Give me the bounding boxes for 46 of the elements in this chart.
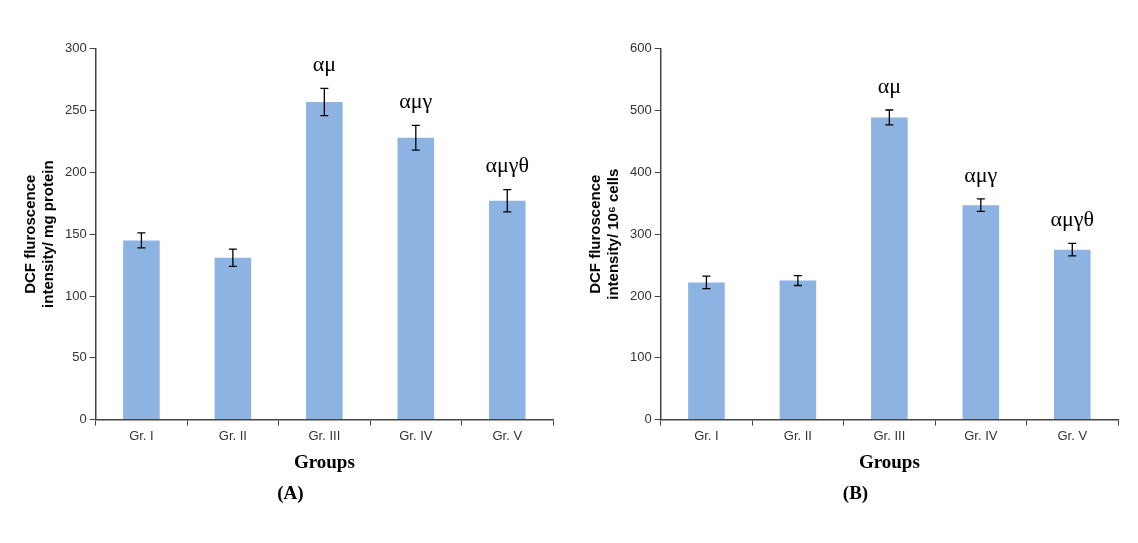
x-tick-label: Gr. IV bbox=[399, 427, 433, 443]
bar bbox=[123, 240, 160, 420]
y-tick-label: 300 bbox=[64, 40, 87, 56]
text: (B) bbox=[842, 482, 869, 504]
annotation: αμγ bbox=[399, 88, 433, 114]
bar bbox=[871, 117, 908, 420]
y-tick-label: 0 bbox=[79, 411, 87, 427]
x-tick-label: Gr. III bbox=[308, 427, 341, 443]
y-tick-label: 600 bbox=[629, 40, 652, 56]
x-tick-label: Gr. V bbox=[492, 427, 523, 443]
x-tick-label: Gr. III bbox=[873, 427, 906, 443]
bar bbox=[397, 137, 435, 420]
bar bbox=[1053, 249, 1091, 420]
annotation: αμγθ bbox=[485, 152, 530, 178]
x-axis-title: Groups bbox=[293, 450, 355, 472]
y-tick-label: 250 bbox=[64, 102, 87, 118]
annotation: αμ bbox=[877, 72, 902, 98]
y-tick-label: 150 bbox=[64, 225, 87, 241]
x-tick-label: Gr. I bbox=[129, 427, 154, 443]
y-tick-label: 500 bbox=[629, 102, 652, 118]
annotation: αμγθ bbox=[1050, 206, 1095, 232]
y-tick-label: 50 bbox=[72, 349, 87, 365]
bar bbox=[306, 101, 343, 420]
y-axis-title: DCF fluroscence intensity/ 10⁶ cells bbox=[586, 168, 622, 300]
x-tick-label: Gr. V bbox=[1057, 427, 1088, 443]
y-tick-label: 100 bbox=[64, 287, 87, 303]
text: (A) bbox=[277, 482, 304, 504]
bar bbox=[779, 280, 817, 420]
x-tick-label: Gr. IV bbox=[964, 427, 998, 443]
x-tick-label: Gr. II bbox=[783, 427, 812, 443]
bar bbox=[962, 205, 1000, 420]
y-tick-label: 0 bbox=[644, 411, 652, 427]
bar bbox=[488, 200, 526, 420]
x-axis-title: Groups bbox=[858, 450, 920, 472]
bar bbox=[214, 257, 252, 420]
x-tick-label: Gr. II bbox=[218, 427, 247, 443]
y-tick-label: 300 bbox=[629, 225, 652, 241]
y-tick-label: 200 bbox=[629, 287, 652, 303]
bar bbox=[688, 282, 725, 420]
y-tick-label: 400 bbox=[629, 163, 652, 179]
annotation: αμ bbox=[312, 51, 337, 77]
annotation: αμγ bbox=[964, 161, 998, 187]
y-axis-title: DCF fluroscence intensity/ mg protein bbox=[21, 160, 57, 308]
x-tick-label: Gr. I bbox=[694, 427, 719, 443]
y-tick-label: 200 bbox=[64, 163, 87, 179]
y-tick-label: 100 bbox=[629, 349, 652, 365]
